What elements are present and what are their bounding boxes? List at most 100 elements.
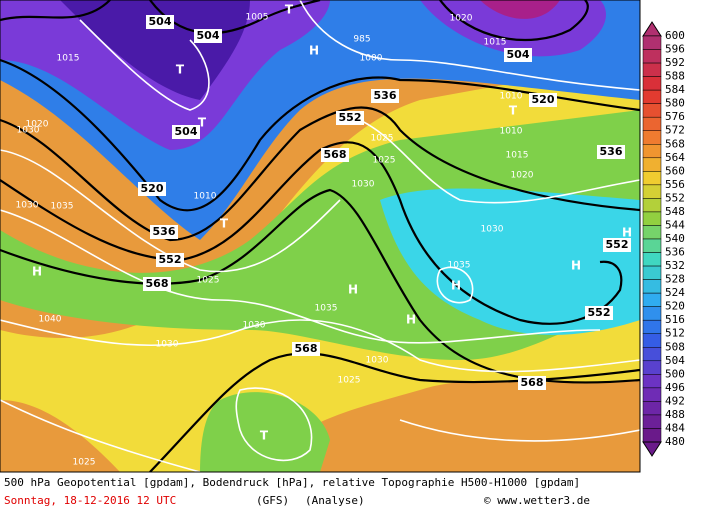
isobar-label: 1025 <box>338 376 361 386</box>
legend-label: 552 <box>665 191 685 204</box>
legend-swatch <box>642 198 662 213</box>
legend-label: 520 <box>665 300 685 313</box>
legend-label: 564 <box>665 151 685 164</box>
legend-swatch <box>642 238 662 253</box>
isobar-label: 1025 <box>197 276 220 286</box>
geopotential-label: 504 <box>197 29 220 42</box>
legend-swatch <box>642 252 662 267</box>
legend-swatch <box>642 116 662 131</box>
isobar-label: 1025 <box>73 458 96 468</box>
isobars <box>0 0 640 472</box>
geopotential-label: 568 <box>295 342 318 355</box>
contour-label-box <box>603 238 631 252</box>
legend-swatch <box>642 171 662 186</box>
legend-label: 576 <box>665 110 685 123</box>
isobar-label: 1040 <box>39 315 62 325</box>
pressure-center: H <box>32 265 42 279</box>
isobar-label: 1030 <box>243 321 266 331</box>
legend-swatch <box>642 306 662 321</box>
contour-label-box <box>146 15 174 29</box>
legend-swatch <box>642 184 662 199</box>
legend-swatch <box>642 144 662 159</box>
legend-swatch <box>642 89 662 104</box>
legend-label: 504 <box>665 354 685 367</box>
footer-model: (GFS) <box>256 494 289 507</box>
legend-label: 488 <box>665 408 685 421</box>
pressure-center: T <box>285 3 294 17</box>
pressure-center: H <box>451 279 461 293</box>
legend-swatch <box>642 414 662 429</box>
legend-swatch <box>642 333 662 348</box>
legend-label: 524 <box>665 286 685 299</box>
legend-label: 592 <box>665 56 685 69</box>
pressure-center: T <box>220 217 229 231</box>
map-field <box>0 0 640 472</box>
footer-description: 500 hPa Geopotential [gpdam], Bodendruck… <box>4 476 580 489</box>
footer-run: (Analyse) <box>305 494 365 507</box>
contour-label-box <box>504 48 532 62</box>
contour-label-box <box>597 145 625 159</box>
legend-swatch <box>642 387 662 402</box>
legend-label: 480 <box>665 435 685 448</box>
legend-swatch <box>642 265 662 280</box>
isobar-label: 1030 <box>16 201 39 211</box>
legend-label: 560 <box>665 164 685 177</box>
pressure-center: H <box>309 44 319 58</box>
legend-label: 512 <box>665 327 685 340</box>
geopotential-label: 552 <box>588 306 611 319</box>
isobar-label: 1010 <box>500 92 523 102</box>
legend-swatch <box>642 292 662 307</box>
geopotential-label: 568 <box>146 277 169 290</box>
isobar-label: 1020 <box>26 120 49 130</box>
legend-label: 508 <box>665 340 685 353</box>
contour-label-box <box>321 148 349 162</box>
geopotential-label: 504 <box>507 48 530 61</box>
isobar-label: 1035 <box>315 304 338 314</box>
isobar-label: 1010 <box>194 192 217 202</box>
legend-swatch <box>642 401 662 416</box>
contour-label-box <box>156 253 184 267</box>
pressure-center: H <box>571 259 581 273</box>
footer-credit: © www.wetter3.de <box>484 494 590 507</box>
isobar-label: 1030 <box>352 180 375 190</box>
isobar-label: 1015 <box>484 38 507 48</box>
legend-label: 528 <box>665 273 685 286</box>
isobar-label: 985 <box>353 35 370 45</box>
pressure-center: H <box>348 283 358 297</box>
legend-arrow-top <box>642 21 662 37</box>
legend-label: 492 <box>665 394 685 407</box>
legend-swatch <box>642 225 662 240</box>
isobar-label: 1020 <box>511 171 534 181</box>
isobar-label: 1015 <box>506 151 529 161</box>
contour-label-box <box>172 125 200 139</box>
isobar-label: 1015 <box>57 54 80 64</box>
pressure-center: T <box>198 116 207 130</box>
legend-label: 532 <box>665 259 685 272</box>
legend-label: 584 <box>665 83 685 96</box>
geopotential-label: 504 <box>175 125 198 138</box>
legend-swatch <box>642 360 662 375</box>
legend-label: 580 <box>665 97 685 110</box>
legend-label: 588 <box>665 70 685 83</box>
legend-label: 540 <box>665 232 685 245</box>
legend-label: 600 <box>665 29 685 42</box>
geopotential-label: 552 <box>159 253 182 266</box>
legend-swatch <box>642 428 662 443</box>
legend-label: 596 <box>665 43 685 56</box>
isobar-label: 1005 <box>246 13 269 23</box>
contour-label-box <box>518 376 546 390</box>
legend-label: 572 <box>665 124 685 137</box>
legend-swatch <box>642 347 662 362</box>
isobar-label: 1030 <box>156 340 179 350</box>
contour-label-box <box>336 111 364 125</box>
geopotential-label: 568 <box>521 376 544 389</box>
color-legend: 6005965925885845805765725685645605565525… <box>642 21 685 457</box>
geopotential-label: 536 <box>374 89 397 102</box>
pressure-center: T <box>509 104 518 118</box>
isobar-label: 1010 <box>500 127 523 137</box>
geopotential-label: 568 <box>324 148 347 161</box>
legend-swatch <box>642 374 662 389</box>
isobar-label: 1025 <box>373 156 396 166</box>
